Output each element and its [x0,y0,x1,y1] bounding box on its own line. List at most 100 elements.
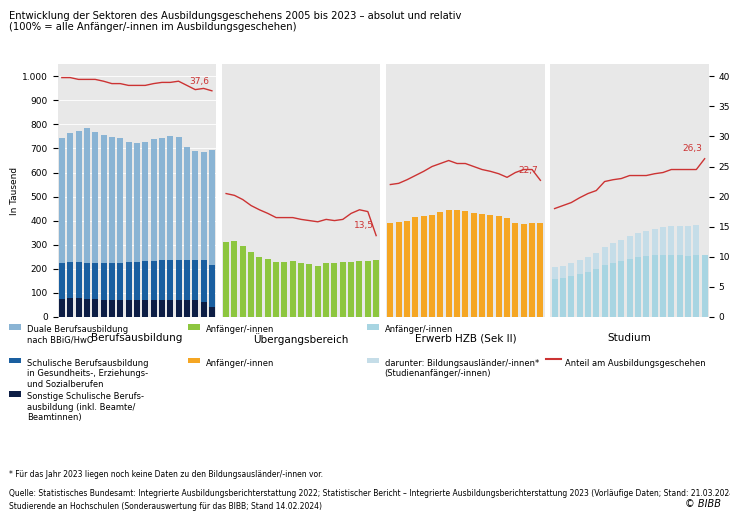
Bar [677,255,683,317]
Bar [142,143,148,262]
Bar [652,229,658,255]
Bar [585,256,591,271]
Bar [184,147,190,260]
Bar [92,132,99,263]
Bar [610,263,616,317]
Bar [677,226,683,255]
Bar [209,265,215,306]
Bar [175,137,182,260]
Text: Studierende an Hochschulen (Sonderauswertung für das BIBB; Stand 14.02.2024): Studierende an Hochschulen (Sonderauswer… [9,502,323,510]
Bar [150,261,156,300]
Bar [323,263,329,317]
Bar [660,255,666,317]
Bar [282,262,288,317]
Bar [643,231,649,256]
Bar [496,216,502,317]
Bar [75,131,82,262]
Bar [167,260,173,300]
Bar [101,300,107,317]
Bar [331,263,337,317]
Bar [685,226,691,256]
Bar [446,210,452,317]
Bar [209,306,215,317]
Bar [84,263,90,299]
Bar [396,222,402,317]
Bar [585,271,591,317]
Bar [568,277,575,317]
Bar [126,142,131,263]
Bar [201,152,207,261]
Bar [307,264,312,317]
Bar [184,300,190,317]
Bar [256,257,263,317]
Text: darunter: Bildungsausländer/-innen*
(Studienanfänger/-innen): darunter: Bildungsausländer/-innen* (Stu… [385,359,539,378]
Bar [59,138,65,263]
Bar [92,299,99,317]
Text: * Für das Jahr 2023 liegen noch keine Daten zu den Bildungsausländer/-innen vor.: * Für das Jahr 2023 liegen noch keine Da… [9,470,323,478]
Bar [59,299,65,317]
Bar [273,262,279,317]
Bar [462,211,469,317]
Bar [694,255,699,317]
Bar [150,300,156,317]
Bar [84,299,90,317]
Bar [109,263,115,300]
Bar [67,298,73,317]
Bar [142,262,148,300]
Bar [118,300,123,317]
Bar [412,217,418,317]
Bar [265,259,271,317]
Bar [315,266,320,317]
Bar [192,300,199,317]
Bar [610,244,616,263]
Bar [134,300,140,317]
Bar [339,262,346,317]
Bar [429,215,435,317]
Bar [101,263,107,300]
Bar [373,260,379,317]
Bar [668,226,675,255]
Bar [560,266,566,278]
Bar [118,138,123,263]
Bar [126,300,131,317]
Bar [552,280,558,317]
Bar [175,300,182,317]
Bar [239,246,246,317]
Bar [356,261,363,317]
Bar [150,140,156,261]
Text: Entwicklung der Sektoren des Ausbildungsgeschehens 2005 bis 2023 – absolut und r: Entwicklung der Sektoren des Ausbildungs… [9,11,462,21]
Bar [618,240,624,261]
Text: 22,7: 22,7 [518,166,538,175]
Bar [552,267,558,280]
Bar [118,263,123,300]
Bar [635,257,641,317]
Bar [175,260,182,300]
Bar [201,302,207,317]
Bar [504,218,510,317]
Bar [529,224,535,317]
Bar [694,225,699,255]
Bar [479,214,485,317]
Bar [618,261,624,317]
Text: Anfänger/-innen: Anfänger/-innen [385,325,453,334]
Text: Anfänger/-innen: Anfänger/-innen [206,359,274,368]
Bar [668,255,675,317]
Bar [109,137,115,263]
Text: 37,6: 37,6 [189,77,210,85]
Bar [454,210,460,317]
Bar [437,212,443,317]
Bar [577,260,583,274]
Bar [75,262,82,298]
Text: Erwerb HZB (Sek II): Erwerb HZB (Sek II) [415,333,516,343]
Bar [560,278,566,317]
Bar [520,224,527,317]
Bar [92,263,99,299]
Text: Studium: Studium [608,333,651,343]
Bar [635,233,641,257]
Text: Anfänger/-innen: Anfänger/-innen [206,325,274,334]
Bar [626,259,633,317]
Bar [420,216,427,317]
Bar [201,261,207,302]
Bar [231,241,237,317]
Text: Schulische Berufsausbildung
in Gesundheits-, Erziehungs-
und Sozialberufen: Schulische Berufsausbildung in Gesundhei… [27,359,148,389]
